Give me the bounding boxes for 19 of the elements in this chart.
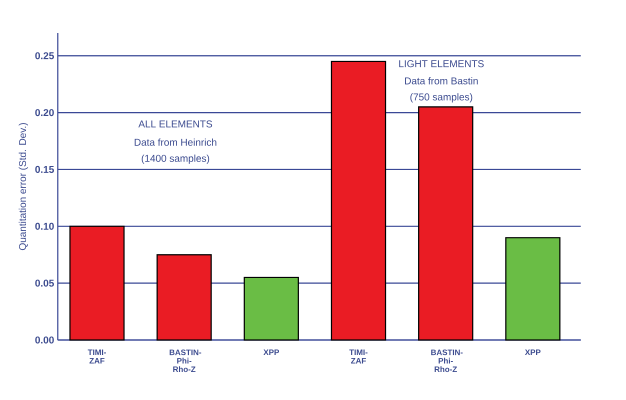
bar	[244, 276, 299, 341]
y-tick-label: 0.20	[35, 109, 54, 116]
y-tick-label: 0.05	[35, 280, 54, 287]
bar	[69, 226, 125, 341]
annotation: (750 samples)	[410, 93, 472, 102]
annotation: Data from Heinrich	[134, 138, 216, 146]
y-tick-label: 0.10	[35, 222, 54, 230]
y-tick-label: 0.00	[35, 336, 54, 344]
bar	[505, 237, 560, 341]
bar	[330, 60, 386, 341]
y-tick-label: 0.25	[35, 52, 54, 60]
annotation: ALL ELEMENTS	[138, 120, 212, 128]
annotation: LIGHT ELEMENTS	[399, 60, 484, 68]
annotation: Data from Bastin	[405, 77, 478, 84]
bar	[156, 254, 212, 341]
annotation: (1400 samples)	[142, 154, 210, 164]
y-axis-title: Quantitation error (Std. Dev.)	[18, 123, 28, 250]
bar	[418, 106, 474, 341]
y-tick-label: 0.15	[35, 166, 54, 173]
